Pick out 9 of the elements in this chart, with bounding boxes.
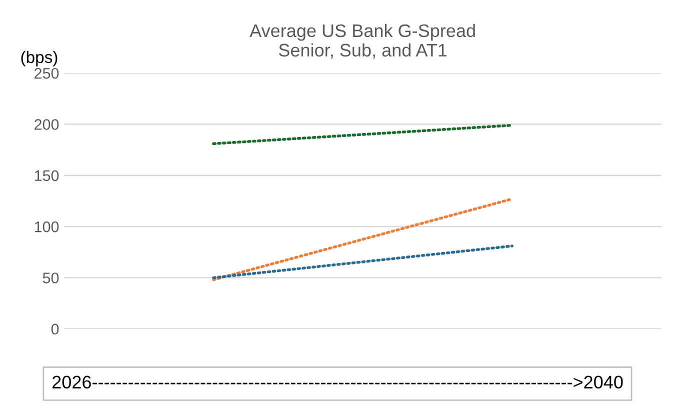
y-tick-label: 100: [34, 221, 59, 232]
y-tick-label: 200: [34, 119, 59, 130]
y-tick-label: 0: [51, 324, 59, 335]
text: 2026-------------------------------------------------------------------------------->2040: [52, 376, 623, 389]
y-tick-label: 150: [34, 170, 59, 182]
y-tick-label: 50: [42, 272, 59, 284]
y-axis-title: (bps): [21, 50, 58, 66]
y-tick-label: 250: [34, 68, 59, 79]
chart-title: Average US Bank G-Spread Senior, Sub, and AT1: [250, 24, 475, 59]
